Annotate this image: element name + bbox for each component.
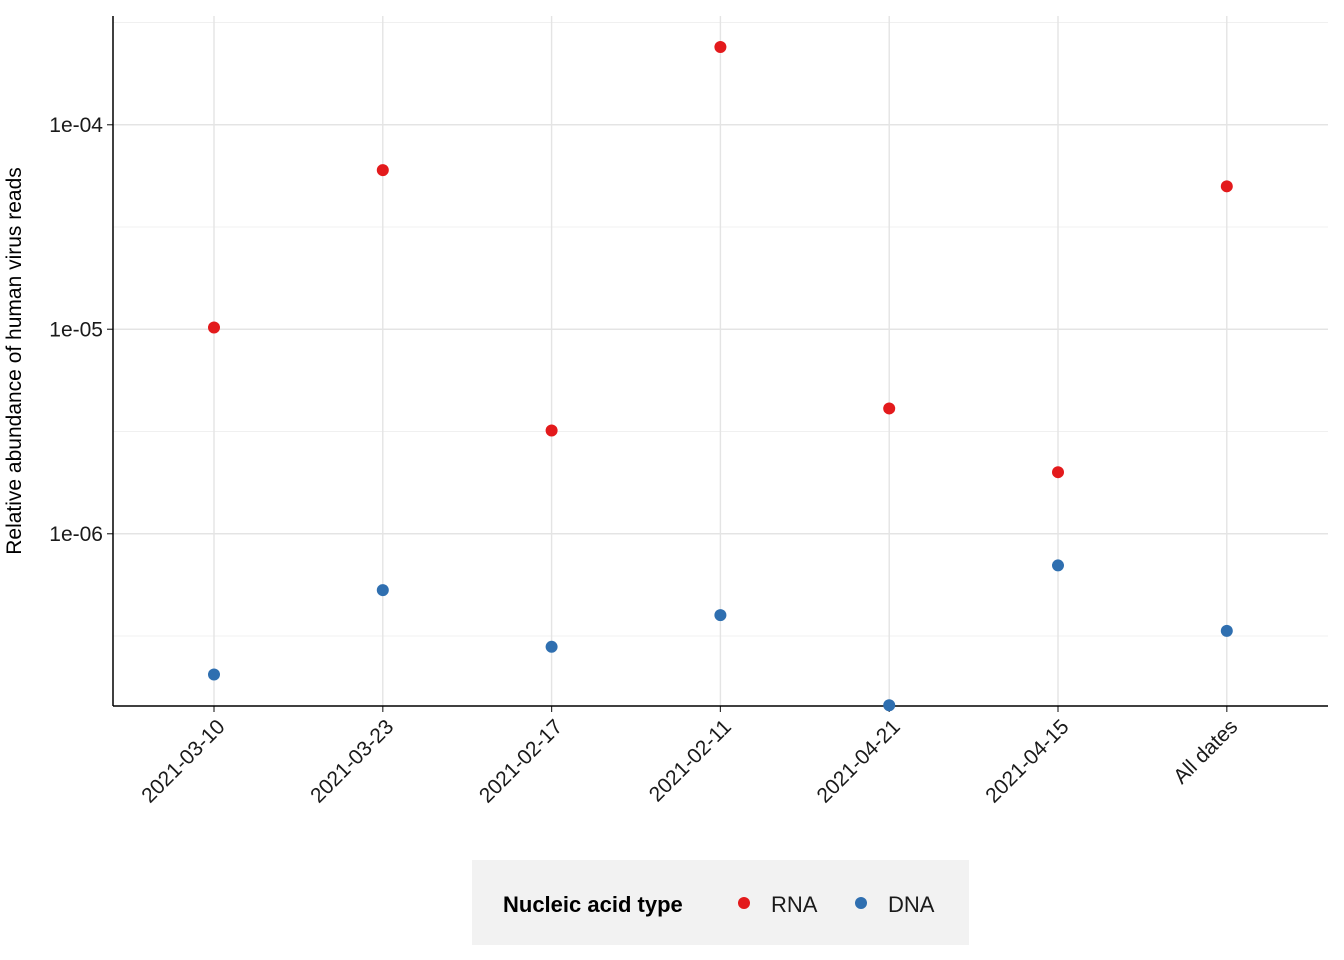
grid-lines <box>113 16 1328 706</box>
data-point-rna <box>545 424 558 437</box>
y-tick-label: 1e-05 <box>49 318 103 341</box>
y-tick-label: 1e-06 <box>49 523 103 546</box>
axes <box>107 16 1328 712</box>
x-tick-label: All dates <box>1169 715 1242 788</box>
legend-label-dna: DNA <box>888 892 935 917</box>
y-tick-label: 1e-04 <box>49 114 103 137</box>
legend-label-rna: RNA <box>771 892 818 917</box>
y-axis-title: Relative abundance of human virus reads <box>3 167 26 555</box>
legend-key-dna <box>855 897 867 909</box>
x-tick-label: 2021-04-21 <box>813 715 905 807</box>
data-point-dna <box>545 640 558 653</box>
x-tick-label: 2021-02-17 <box>475 715 567 807</box>
legend-background <box>472 860 969 945</box>
data-point-dna <box>1052 559 1064 572</box>
data-point-rna <box>883 402 896 415</box>
x-tick-label: 2021-02-11 <box>645 715 736 806</box>
data-point-dna <box>1220 624 1233 637</box>
legend-title: Nucleic acid type <box>503 892 683 917</box>
axis-labels: 1e-06 1e-05 1e-04 2021-03-10 2021-03-23 2021-… <box>49 114 1242 808</box>
x-tick-label: 2021-04-15 <box>981 715 1073 807</box>
x-tick-label: 2021-03-23 <box>306 715 398 807</box>
data-point-dna <box>714 609 727 622</box>
data-points <box>208 41 1233 712</box>
data-point-rna <box>1052 466 1064 479</box>
x-tick-label: 2021-03-10 <box>137 715 229 807</box>
data-point-rna <box>1220 180 1233 193</box>
data-point-rna <box>208 321 220 334</box>
data-point-rna <box>714 41 727 53</box>
legend: Nucleic acid type RNA DNA <box>472 860 969 945</box>
data-point-dna <box>208 668 220 681</box>
data-point-dna <box>883 699 896 712</box>
data-point-dna <box>376 584 389 597</box>
data-point-rna <box>376 164 389 177</box>
legend-key-rna <box>738 897 750 909</box>
